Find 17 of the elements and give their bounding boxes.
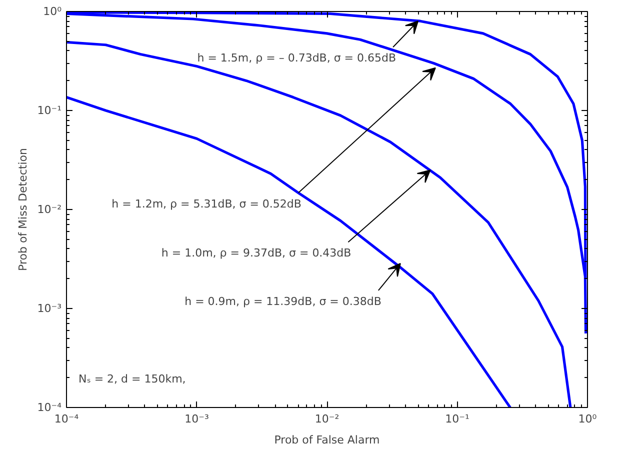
y-tick-label: 10⁻²: [37, 203, 62, 216]
y-tick-label: 10⁻³: [37, 302, 62, 315]
x-tick-label: 10⁻⁴: [54, 412, 80, 426]
annotation: h = 0.9m, ρ = 11.39dB, σ = 0.38dB: [184, 294, 382, 308]
annotation: h = 1.2m, ρ = 5.31dB, σ = 0.52dB: [112, 197, 302, 210]
y-tick-label: 10⁰: [43, 5, 62, 18]
x-tick-label: 10⁻¹: [445, 412, 470, 426]
annotation: h = 1.5m, ρ = – 0.73dB, σ = 0.65dB: [197, 52, 396, 65]
annotation: Nₛ = 2, d = 150km,: [78, 372, 186, 386]
x-tick-label: 10⁻²: [314, 412, 340, 426]
x-axis-title: Prob of False Alarm: [274, 434, 380, 446]
x-tick-label: 10⁻³: [184, 412, 209, 426]
annotation: h = 1.0m, ρ = 9.37dB, σ = 0.43dB: [161, 246, 352, 260]
y-tick-label: 10⁻⁴: [37, 401, 62, 414]
x-tick-label: 10⁰: [578, 412, 598, 426]
y-tick-label: 10⁻¹: [37, 104, 62, 117]
y-axis-title: Prob of Miss Detection: [16, 148, 30, 271]
